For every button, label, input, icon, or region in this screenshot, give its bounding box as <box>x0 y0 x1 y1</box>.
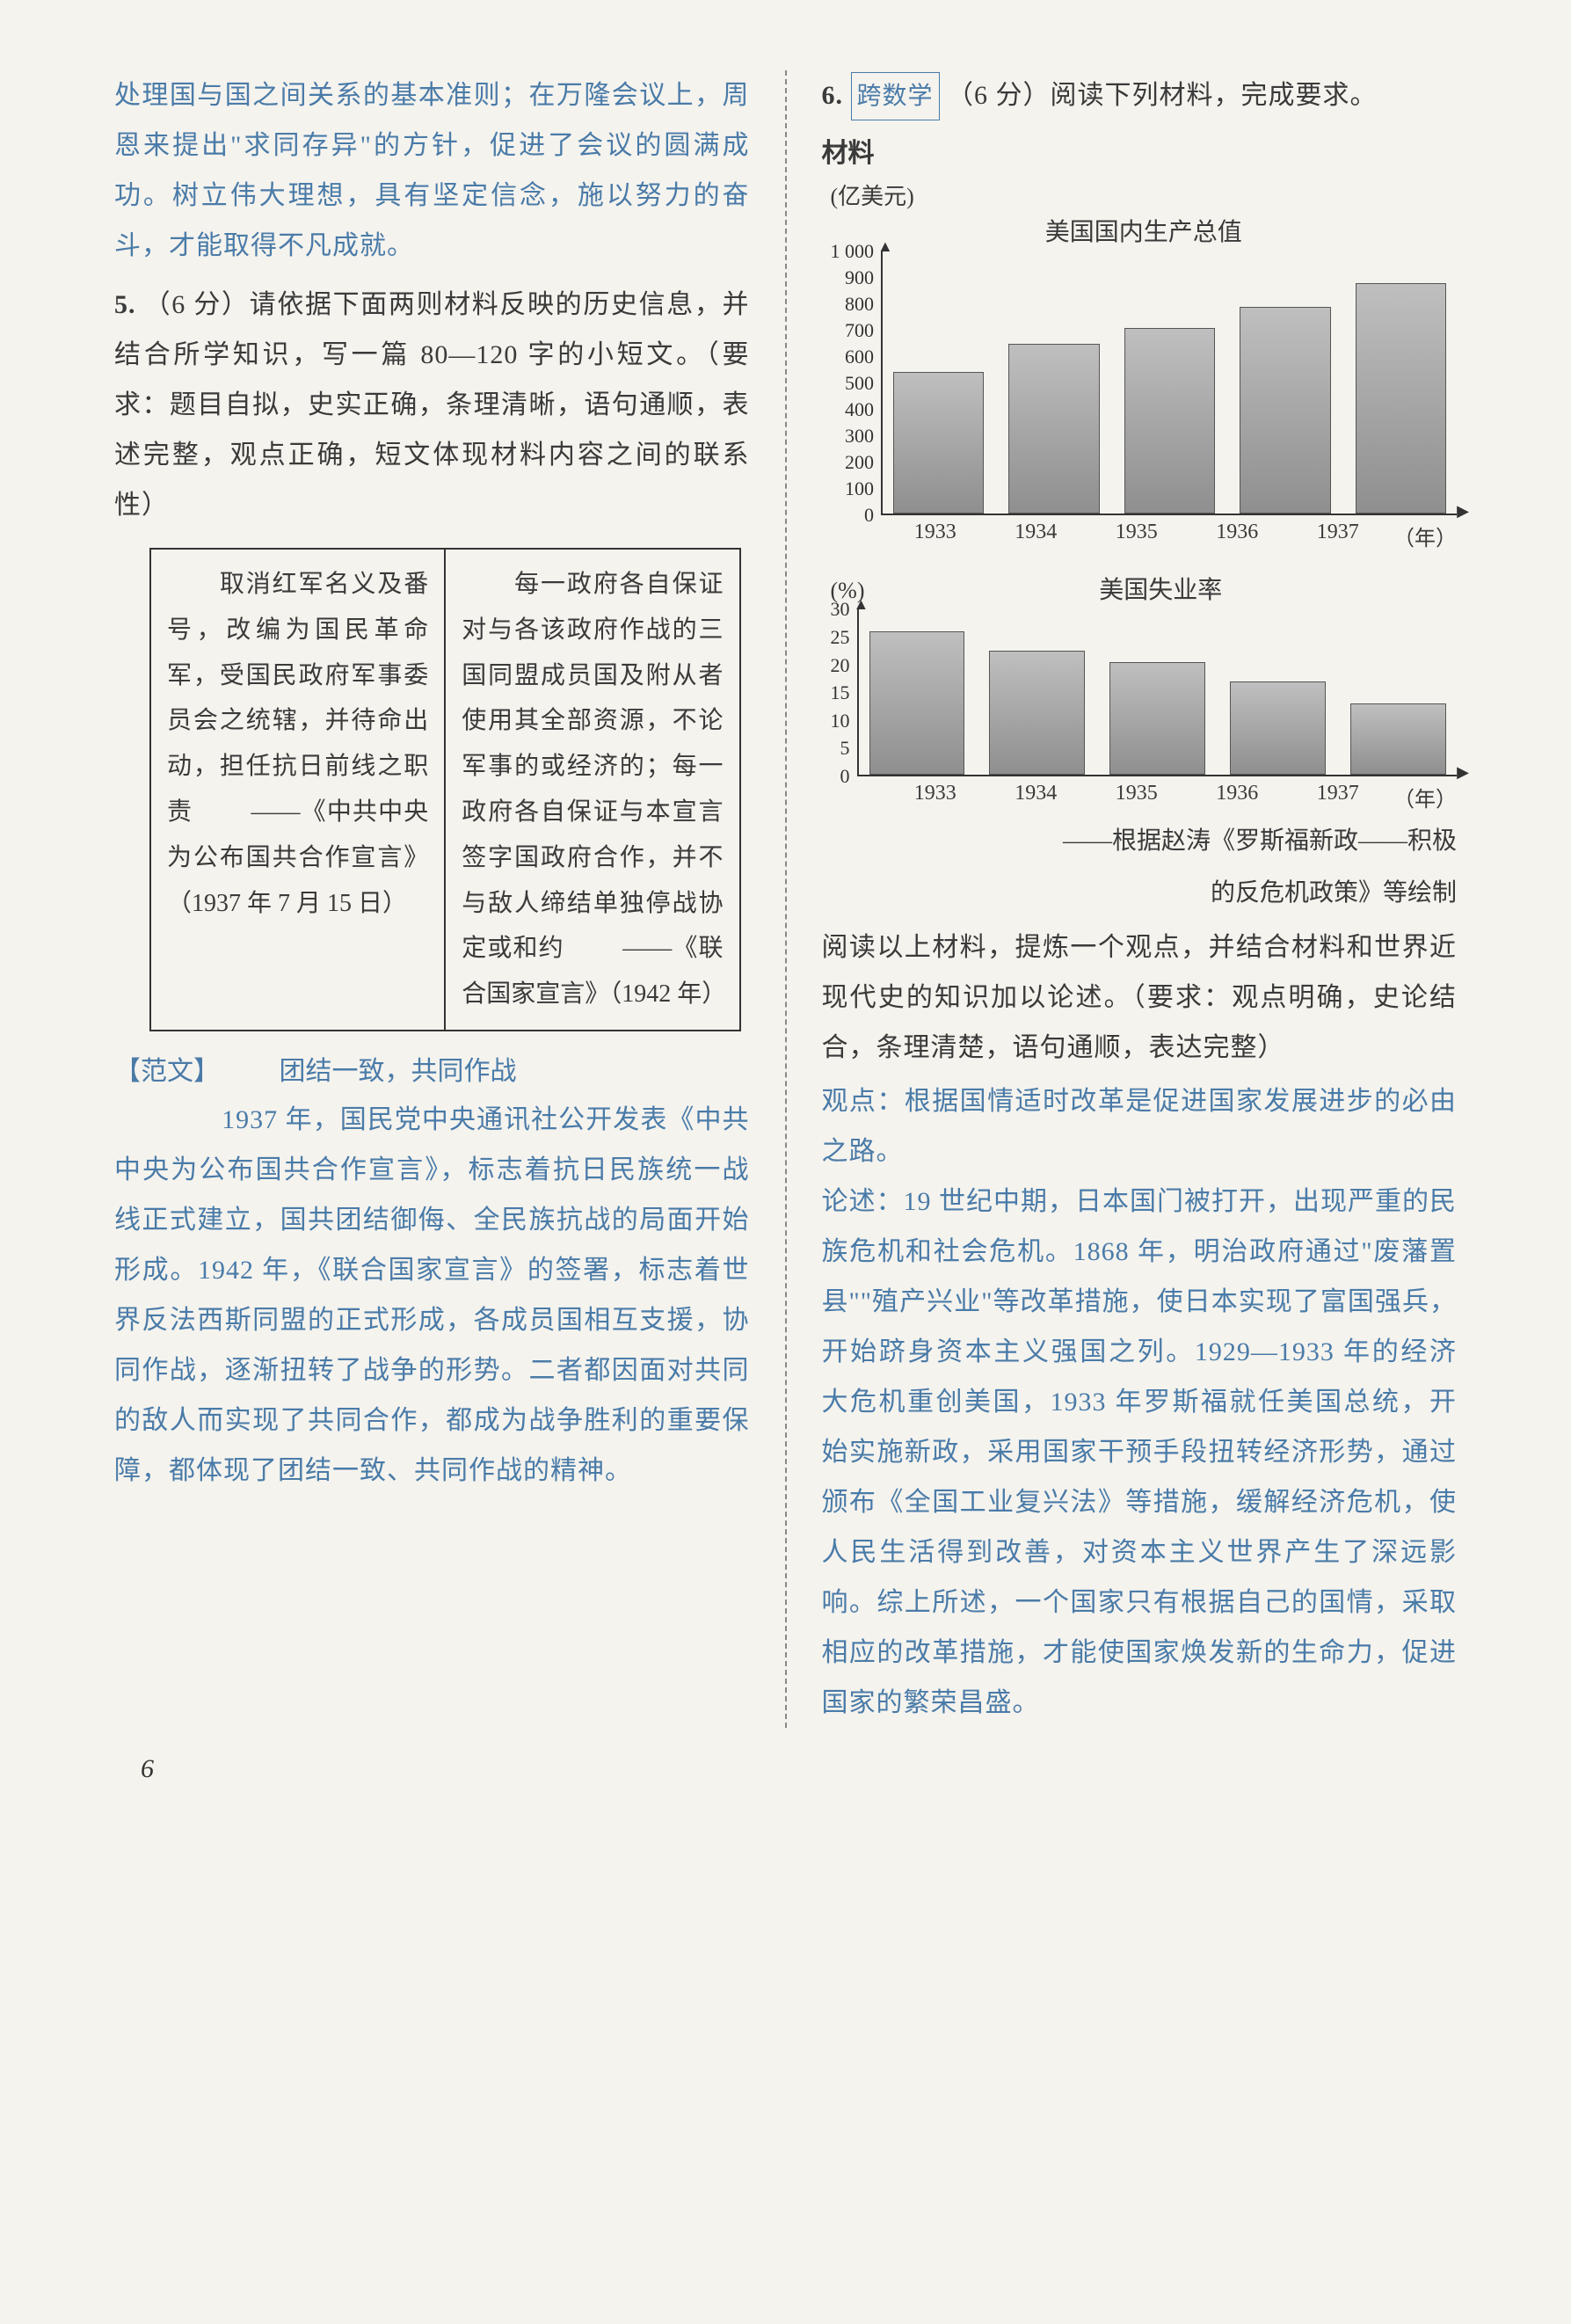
x-tick: 1934 <box>986 521 1087 551</box>
q6-stem-text: （6 分）阅读下列材料，完成要求。 <box>947 81 1378 110</box>
chart-source-1: ——根据赵涛《罗斯福新政——积极 <box>822 820 1458 863</box>
chart2-yticks: 051015202530 <box>831 609 857 776</box>
chart1-ylabel: (亿美元) <box>831 178 1458 211</box>
q6-tag: 跨数学 <box>851 72 940 120</box>
bar <box>1124 328 1215 514</box>
chart2-plot-area: 051015202530 ▲ ▶ <box>831 609 1458 776</box>
q6-number: 6. <box>822 81 844 110</box>
chart1-arrow-up-icon: ▲ <box>877 237 893 256</box>
bar <box>1109 662 1205 775</box>
answer-body-label: 论述： <box>822 1187 904 1216</box>
chart-gdp: (亿美元) 美国国内生产总值 0100200300400500600700800… <box>831 178 1458 551</box>
q5-sample-title: 团结一致，共同作战 <box>280 1057 517 1086</box>
x-tick: 1934 <box>986 782 1087 812</box>
chart2-arrow-up-icon: ▲ <box>854 595 869 614</box>
answer-body-text: 19 世纪中期，日本国门被打开，出现严重的民族危机和社会危机。1868 年，明治… <box>822 1187 1458 1717</box>
page-two-column: 处理国与国之间关系的基本准则；在万隆会议上，周恩来提出"求同存异"的方针，促进了… <box>88 70 1483 1728</box>
q5-source-table: 取消红军名义及番号，改编为国民革命军，受国民政府军事委员会之统辖，并待命出动，担… <box>149 548 741 1031</box>
q5-stem-text: （6 分）请依据下面两则材料反映的历史信息，并结合所学知识，写一篇 80—120… <box>114 290 750 520</box>
q5-sample-body: 1937 年，国民党中央通讯社公开发表《中共中央为公布国共合作宣言》，标志着抗日… <box>114 1095 750 1496</box>
x-tick: 1935 <box>1087 782 1188 812</box>
bar <box>989 651 1085 775</box>
chart2-arrow-right-icon: ▶ <box>1457 763 1469 782</box>
chart1-yticks: 01002003004005006007008009001 000 <box>831 251 882 515</box>
right-column: 6. 跨数学 （6 分）阅读下列材料，完成要求。 材料 (亿美元) 美国国内生产… <box>787 70 1484 1728</box>
x-tick: 1933 <box>885 782 986 812</box>
q5-table-right-cell: 每一政府各自保证对与各该政府作战的三国同盟成员国及附从者使用其全部资源，不论军事… <box>446 550 738 1030</box>
q6-stem-line: 6. 跨数学 （6 分）阅读下列材料，完成要求。 <box>822 70 1458 120</box>
page-number: 6 <box>88 1754 1483 1784</box>
x-axis-suffix: （年） <box>1393 521 1457 551</box>
x-tick: 1936 <box>1187 521 1288 551</box>
chart2-title: 美国失业率 <box>864 571 1457 606</box>
q5-table-left-cell: 取消红军名义及番号，改编为国民革命军，受国民政府军事委员会之统辖，并待命出动，担… <box>151 550 446 1030</box>
q6-answer-point: 观点：根据国情适时改革是促进国家发展进步的必由之路。 <box>822 1076 1458 1177</box>
chart1-plot-area: 01002003004005006007008009001 000 ▲ ▶ <box>831 251 1458 515</box>
chart1-xticks: 19331934193519361937（年） <box>831 521 1458 551</box>
chart-source-2: 的反危机政策》等绘制 <box>822 871 1458 915</box>
x-tick: 1937 <box>1288 782 1389 812</box>
question-5: 5. （6 分）请依据下面两则材料反映的历史信息，并结合所学知识，写一篇 80—… <box>114 280 750 1496</box>
bar <box>893 372 984 514</box>
chart1-title: 美国国内生产总值 <box>831 213 1458 248</box>
x-tick: 1937 <box>1288 521 1389 551</box>
q6-material-label: 材料 <box>822 131 1458 170</box>
x-tick: 1935 <box>1087 521 1188 551</box>
intro-paragraph: 处理国与国之间关系的基本准则；在万隆会议上，周恩来提出"求同存异"的方针，促进了… <box>114 70 750 271</box>
answer-point-text: 根据国情适时改革是促进国家发展进步的必由之路。 <box>822 1087 1458 1166</box>
chart2-xticks: 19331934193519361937（年） <box>831 782 1458 812</box>
q5-number: 5. <box>114 290 136 319</box>
bar <box>1230 681 1326 776</box>
chart1-bars: ▲ ▶ <box>881 251 1457 515</box>
chart1-arrow-right-icon: ▶ <box>1457 502 1469 521</box>
bar <box>1350 703 1446 775</box>
q5-stem: 5. （6 分）请依据下面两则材料反映的历史信息，并结合所学知识，写一篇 80—… <box>114 280 750 530</box>
chart-unemployment: (%) 美国失业率 051015202530 ▲ ▶ 1933193419351… <box>831 571 1458 812</box>
x-tick: 1933 <box>885 521 986 551</box>
x-axis-suffix: （年） <box>1393 782 1457 812</box>
q5-sample-heading: 【范文】 团结一致，共同作战 <box>114 1049 750 1088</box>
q5-sample-label: 【范文】 <box>114 1057 220 1086</box>
x-tick: 1936 <box>1187 782 1288 812</box>
bar <box>869 631 965 775</box>
bar <box>1240 307 1330 514</box>
bar <box>1008 344 1099 514</box>
chart2-bars: ▲ ▶ <box>857 609 1458 776</box>
left-column: 处理国与国之间关系的基本准则；在万隆会议上，周恩来提出"求同存异"的方针，促进了… <box>88 70 787 1728</box>
q6-answer-body: 论述：19 世纪中期，日本国门被打开，出现严重的民族危机和社会危机。1868 年… <box>822 1177 1458 1728</box>
q6-task: 阅读以上材料，提炼一个观点，并结合材料和世界近现代史的知识加以论述。（要求：观点… <box>822 922 1458 1073</box>
answer-point-label: 观点： <box>822 1087 905 1116</box>
bar <box>1356 283 1446 514</box>
